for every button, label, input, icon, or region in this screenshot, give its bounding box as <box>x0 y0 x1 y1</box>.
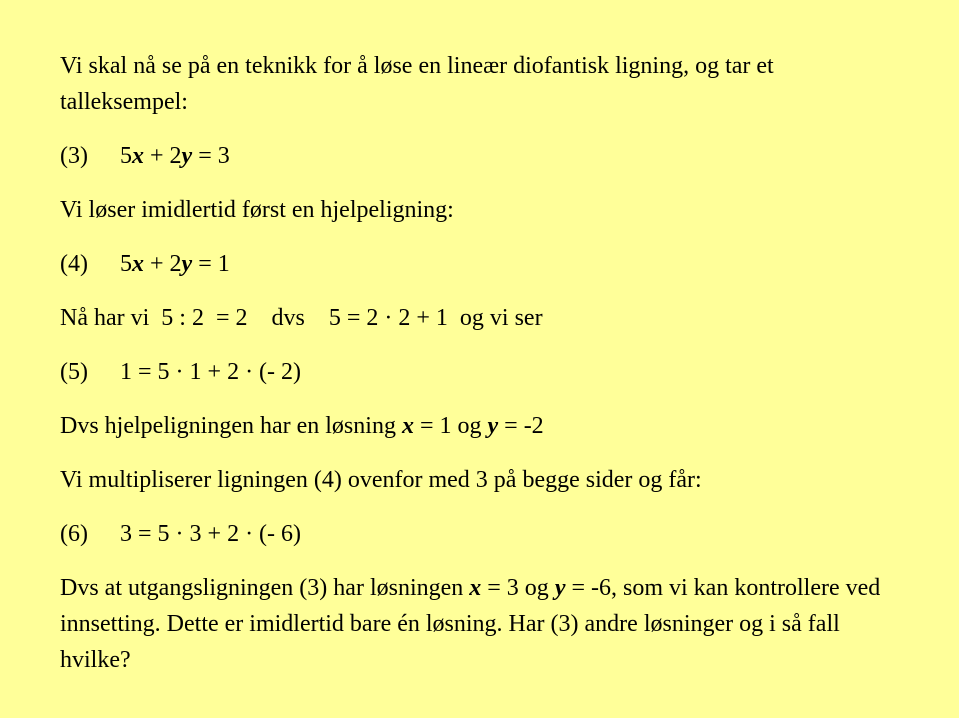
var-x: x <box>402 413 414 439</box>
p4-text-a: Dvs hjelpeligningen har en løsning <box>60 413 402 439</box>
eq3-text-b: + 2 <box>144 143 182 169</box>
p4-text-b: = 1 og <box>414 413 488 439</box>
eq4-text-c: = 1 <box>192 251 230 277</box>
paragraph-intro: Vi skal nå se på en teknikk for å løse e… <box>60 48 899 120</box>
var-x: x <box>469 575 481 601</box>
var-y: y <box>555 575 566 601</box>
equation-5: (5) 1 = 5 · 1 + 2 · (- 2) <box>60 354 899 390</box>
equation-3: (3) 5x + 2y = 3 <box>60 138 899 174</box>
equation-5-number: (5) <box>60 354 120 390</box>
paragraph-hjelpeligning: Vi løser imidlertid først en hjelpeligni… <box>60 192 899 228</box>
p4-text-c: = -2 <box>498 413 544 439</box>
eq4-text-b: + 2 <box>144 251 182 277</box>
equation-5-body: 1 = 5 · 1 + 2 · (- 2) <box>120 354 301 390</box>
equation-3-body: 5x + 2y = 3 <box>120 138 230 174</box>
var-y: y <box>488 413 499 439</box>
equation-6-body: 3 = 5 · 3 + 2 · (- 6) <box>120 516 301 552</box>
paragraph-multiply: Vi multipliserer ligningen (4) ovenfor m… <box>60 462 899 498</box>
equation-4-number: (4) <box>60 246 120 282</box>
equation-6-number: (6) <box>60 516 120 552</box>
var-y: y <box>182 143 193 169</box>
equation-6: (6) 3 = 5 · 3 + 2 · (- 6) <box>60 516 899 552</box>
equation-3-number: (3) <box>60 138 120 174</box>
eq3-text-c: = 3 <box>192 143 230 169</box>
paragraph-conclusion: Dvs at utgangsligningen (3) har løsninge… <box>60 570 899 678</box>
var-x: x <box>132 251 144 277</box>
var-y: y <box>182 251 193 277</box>
paragraph-solution-xy: Dvs hjelpeligningen har en løsning x = 1… <box>60 408 899 444</box>
p6-text-a: Dvs at utgangsligningen (3) har løsninge… <box>60 575 469 601</box>
eq4-text-a: 5 <box>120 251 132 277</box>
eq3-text-a: 5 <box>120 143 132 169</box>
var-x: x <box>132 143 144 169</box>
equation-4: (4) 5x + 2y = 1 <box>60 246 899 282</box>
paragraph-division: Nå har vi 5 : 2 = 2 dvs 5 = 2 · 2 + 1 og… <box>60 300 899 336</box>
p6-text-b: = 3 og <box>481 575 555 601</box>
equation-4-body: 5x + 2y = 1 <box>120 246 230 282</box>
